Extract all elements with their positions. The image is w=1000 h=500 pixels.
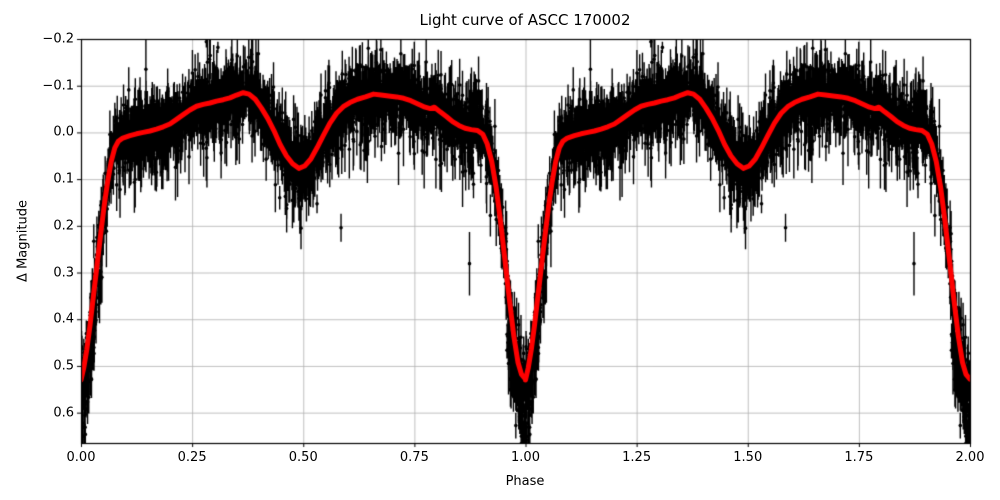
x-tick-label: 1.00 — [511, 450, 540, 465]
y-tick-label: −0.2 — [42, 31, 74, 47]
x-tick-label: 0.75 — [399, 450, 429, 465]
y-tick-label: 0.3 — [53, 265, 74, 281]
y-tick-label: 0.1 — [53, 171, 74, 187]
y-tick-label: 0.6 — [53, 405, 74, 421]
x-tick-label: 1.25 — [622, 450, 652, 465]
x-tick-label: 0.50 — [288, 450, 318, 465]
x-tick-label: 1.75 — [844, 450, 874, 465]
x-tick-label: 2.00 — [955, 450, 985, 465]
y-tick-label: 0.5 — [53, 358, 74, 374]
y-axis-label: Δ Magnitude — [15, 200, 31, 282]
chart-title: Light curve of ASCC 170002 — [419, 11, 631, 29]
y-tick-label: 0.4 — [53, 311, 74, 327]
x-tick-label: 0.00 — [66, 450, 96, 465]
y-tick-label: −0.1 — [42, 78, 74, 94]
y-tick-label: 0.2 — [53, 218, 74, 234]
x-axis-label: Phase — [505, 474, 545, 489]
x-tick-label: 1.50 — [733, 450, 763, 465]
x-tick-label: 0.25 — [177, 450, 207, 465]
y-tick-label: 0.0 — [53, 124, 74, 140]
